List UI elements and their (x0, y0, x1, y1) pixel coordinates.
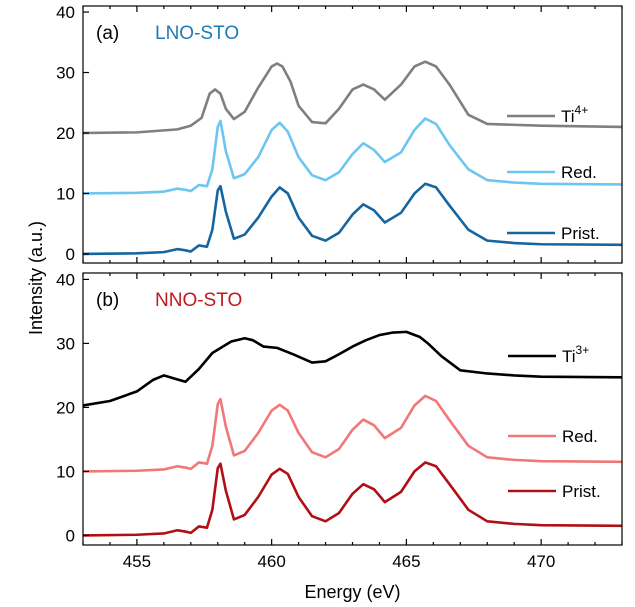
x-tick-label: 460 (257, 552, 285, 571)
y-tick-label: 30 (56, 334, 75, 353)
x-tick-label: 470 (527, 552, 555, 571)
series-line-a-1 (83, 117, 622, 195)
y-axis-label: Intensity (a.u.) (26, 221, 46, 335)
legend-label: Red. (562, 427, 598, 446)
panel-title: NNO-STO (155, 290, 242, 311)
panel-label: (a) (96, 23, 119, 44)
series-line-a-2 (83, 182, 622, 256)
legend-label: Prist. (561, 224, 600, 243)
x-tick-label: 465 (392, 552, 420, 571)
panel-title: LNO-STO (155, 23, 239, 44)
x-tick-label: 455 (123, 552, 151, 571)
legend-label: Ti4+ (561, 103, 588, 126)
y-tick-label: 20 (56, 124, 75, 143)
legend-label: Red. (561, 163, 597, 182)
y-tick-label: 0 (66, 526, 75, 545)
plot-frame (82, 272, 623, 546)
legend-superscript: 4+ (575, 103, 589, 117)
y-tick-label: 30 (56, 64, 75, 83)
y-tick-label: 20 (56, 398, 75, 417)
series-line-b-2 (83, 461, 622, 537)
panel-a: 0 10 20 30 40 (a) LNO-STO Ti4+ Red. Prist. (56, 3, 623, 264)
series-line-a-0 (83, 60, 622, 135)
series-line-b-1 (83, 394, 622, 473)
legend-superscript: 3+ (576, 343, 590, 357)
panel-label: (b) (96, 290, 119, 311)
panel-b: 0 10 20 30 40 455 460 465 470 Energy (eV) Intensit… (26, 221, 623, 602)
plot-frame (82, 5, 623, 264)
y-tick-label: 40 (56, 3, 75, 22)
y-tick-label: 0 (66, 245, 75, 264)
legend-label: Ti3+ (562, 343, 589, 366)
series-line-b-0 (83, 330, 622, 407)
legend-label: Prist. (562, 482, 601, 501)
y-tick-label: 10 (56, 184, 75, 203)
y-tick-label: 10 (56, 462, 75, 481)
x-axis-label: Energy (eV) (304, 582, 400, 602)
y-tick-label: 40 (56, 270, 75, 289)
